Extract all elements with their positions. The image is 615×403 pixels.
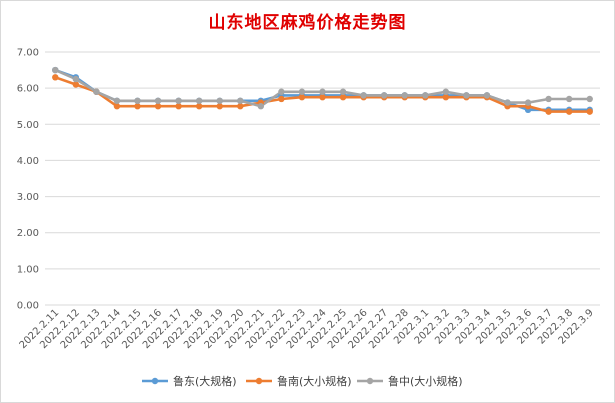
y-axis-ticks: 0.00 1.00 2.00 3.00 4.00 5.00 6.00 7.00 (17, 48, 39, 312)
legend-label: 鲁东(大规格) (173, 374, 237, 388)
data-point (422, 92, 429, 99)
data-point (380, 92, 388, 99)
data-point (52, 74, 59, 81)
data-point (237, 103, 244, 110)
data-point (401, 92, 408, 99)
legend-marker (151, 377, 159, 385)
data-point (278, 88, 285, 95)
legend-marker (255, 377, 263, 385)
legend-marker (366, 377, 374, 385)
data-point (298, 93, 306, 101)
legend: 鲁东(大规格) 鲁南(大小规格) 鲁中(大小规格) (142, 374, 463, 388)
y-tick-label: 4.00 (17, 156, 39, 167)
data-point (339, 88, 347, 95)
data-point (524, 99, 532, 106)
data-point (278, 95, 285, 103)
data-point (134, 97, 141, 104)
legend-label: 鲁中(大小规格) (388, 374, 463, 388)
data-point (154, 103, 162, 110)
y-tick-label: 2.00 (17, 228, 39, 239)
data-point (339, 93, 347, 101)
y-tick-label: 0.00 (17, 301, 39, 312)
data-point (298, 88, 306, 95)
data-point (237, 97, 244, 104)
data-point (113, 103, 121, 110)
y-tick-label: 7.00 (17, 48, 39, 59)
data-point (216, 103, 223, 110)
data-point (483, 92, 491, 99)
data-point (175, 97, 182, 104)
y-tick-label: 1.00 (17, 264, 39, 275)
data-point (545, 108, 552, 115)
data-point (195, 103, 203, 110)
y-tick-label: 6.00 (17, 84, 39, 95)
data-point (257, 103, 265, 110)
data-point (72, 81, 80, 88)
x-axis-ticks: 2022.2.112022.2.122022.2.132022.2.142022… (18, 307, 596, 351)
data-point (52, 66, 59, 74)
y-tick-label: 5.00 (17, 120, 39, 131)
data-point (216, 97, 223, 104)
data-point (72, 75, 80, 83)
data-point (154, 97, 162, 104)
data-point (463, 92, 470, 99)
data-point (565, 95, 573, 103)
data-point (442, 93, 450, 101)
legend-label: 鲁南(大小规格) (277, 374, 352, 388)
gridlines (45, 51, 600, 306)
data-point (586, 108, 593, 115)
data-point (360, 92, 367, 99)
data-point (134, 103, 141, 110)
data-point (442, 88, 450, 95)
data-point (319, 88, 326, 95)
data-point (565, 108, 573, 115)
chart-title: 山东地区麻鸡价格走势图 (208, 13, 407, 33)
series-points (52, 66, 593, 115)
data-point (586, 95, 593, 103)
data-point (195, 97, 203, 104)
data-point (545, 95, 552, 103)
data-point (504, 99, 511, 106)
data-point (175, 103, 182, 110)
y-tick-label: 3.00 (17, 192, 39, 203)
data-point (93, 88, 100, 95)
data-point (319, 93, 326, 101)
data-point (113, 97, 121, 104)
